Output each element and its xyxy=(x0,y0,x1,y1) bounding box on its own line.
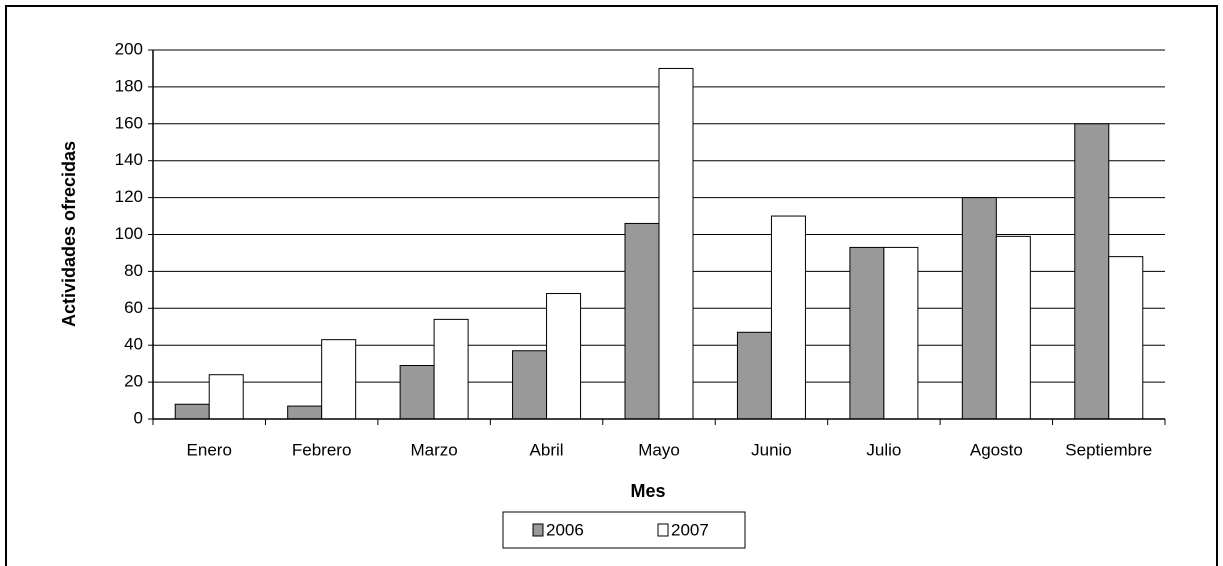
x-tick-label: Febrero xyxy=(292,440,352,459)
bar xyxy=(995,235,1031,420)
x-tick-label: Abril xyxy=(530,440,564,459)
bar xyxy=(849,246,885,420)
y-tick-label: 100 xyxy=(115,224,143,243)
y-tick-label: 40 xyxy=(124,335,143,354)
legend-label: 2006 xyxy=(546,520,584,539)
bar xyxy=(1108,256,1144,420)
bar xyxy=(883,246,919,420)
x-tick-label: Mayo xyxy=(638,440,680,459)
chart-frame xyxy=(5,5,1218,566)
bar xyxy=(512,350,548,420)
bar xyxy=(208,374,244,420)
x-tick-label: Marzo xyxy=(410,440,457,459)
y-tick-label: 180 xyxy=(115,76,143,95)
y-tick-label: 80 xyxy=(124,261,143,280)
x-tick-label: Julio xyxy=(866,440,901,459)
x-tick-label: Agosto xyxy=(970,440,1023,459)
legend-swatch xyxy=(532,523,544,537)
y-tick-label: 200 xyxy=(115,39,143,58)
bar xyxy=(399,364,435,420)
x-axis-title: Mes xyxy=(630,481,665,501)
bar xyxy=(658,67,694,420)
x-tick-label: Enero xyxy=(187,440,232,459)
bar xyxy=(174,403,210,420)
y-tick-label: 120 xyxy=(115,187,143,206)
bar xyxy=(736,331,772,420)
bar xyxy=(1074,123,1110,420)
x-tick-label: Septiembre xyxy=(1065,440,1152,459)
bar xyxy=(321,339,357,420)
bar xyxy=(287,405,323,420)
bar xyxy=(770,215,806,420)
y-tick-label: 60 xyxy=(124,298,143,317)
y-tick-label: 0 xyxy=(134,408,143,427)
y-tick-label: 160 xyxy=(115,113,143,132)
bar xyxy=(624,222,660,420)
bar xyxy=(433,318,469,420)
y-tick-label: 140 xyxy=(115,150,143,169)
y-axis-title: Actividades ofrecidas xyxy=(59,141,79,327)
bar xyxy=(546,293,582,420)
bar xyxy=(961,197,997,420)
legend-label: 2007 xyxy=(671,520,709,539)
legend-swatch xyxy=(657,523,669,537)
x-tick-label: Junio xyxy=(751,440,792,459)
y-tick-label: 20 xyxy=(124,372,143,391)
